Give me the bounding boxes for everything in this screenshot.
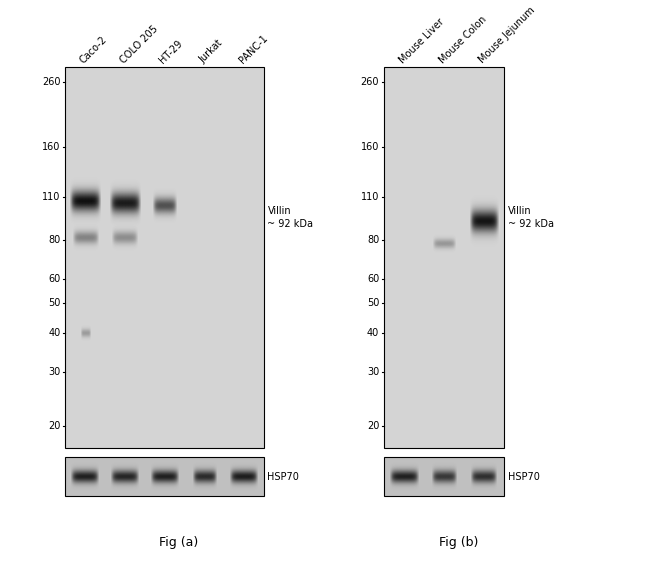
Text: 50: 50 <box>48 298 60 308</box>
Bar <box>66 457 265 495</box>
Text: Fig (b): Fig (b) <box>439 536 478 549</box>
Text: 50: 50 <box>367 298 379 308</box>
Text: 110: 110 <box>42 192 60 202</box>
Text: 20: 20 <box>48 421 60 431</box>
Text: 60: 60 <box>367 274 379 284</box>
Text: 260: 260 <box>42 76 60 87</box>
Text: PANC-1: PANC-1 <box>237 33 270 65</box>
Text: 30: 30 <box>48 367 60 377</box>
Text: 60: 60 <box>48 274 60 284</box>
Text: 160: 160 <box>42 142 60 152</box>
Bar <box>384 67 504 448</box>
Text: Jurkat: Jurkat <box>198 38 225 65</box>
Text: Caco-2: Caco-2 <box>78 34 109 65</box>
Text: 160: 160 <box>361 142 379 152</box>
Bar <box>66 67 265 448</box>
Text: 80: 80 <box>48 235 60 245</box>
Text: Villin
~ 92 kDa: Villin ~ 92 kDa <box>508 205 554 229</box>
Text: Villin
~ 92 kDa: Villin ~ 92 kDa <box>267 205 313 229</box>
Text: Mouse Colon: Mouse Colon <box>437 14 488 65</box>
Text: HT-29: HT-29 <box>158 38 185 65</box>
Text: Mouse Jejunum: Mouse Jejunum <box>477 5 537 65</box>
Text: Mouse Liver: Mouse Liver <box>397 16 446 65</box>
Text: 40: 40 <box>48 328 60 338</box>
Text: Fig (a): Fig (a) <box>159 536 198 549</box>
Text: COLO 205: COLO 205 <box>118 24 160 65</box>
Text: 110: 110 <box>361 192 379 202</box>
Text: HSP70: HSP70 <box>508 471 540 482</box>
Text: 20: 20 <box>367 421 379 431</box>
Text: 30: 30 <box>367 367 379 377</box>
Bar <box>384 457 504 495</box>
Text: 80: 80 <box>367 235 379 245</box>
Text: 260: 260 <box>361 76 379 87</box>
Text: HSP70: HSP70 <box>267 471 300 482</box>
Text: 40: 40 <box>367 328 379 338</box>
